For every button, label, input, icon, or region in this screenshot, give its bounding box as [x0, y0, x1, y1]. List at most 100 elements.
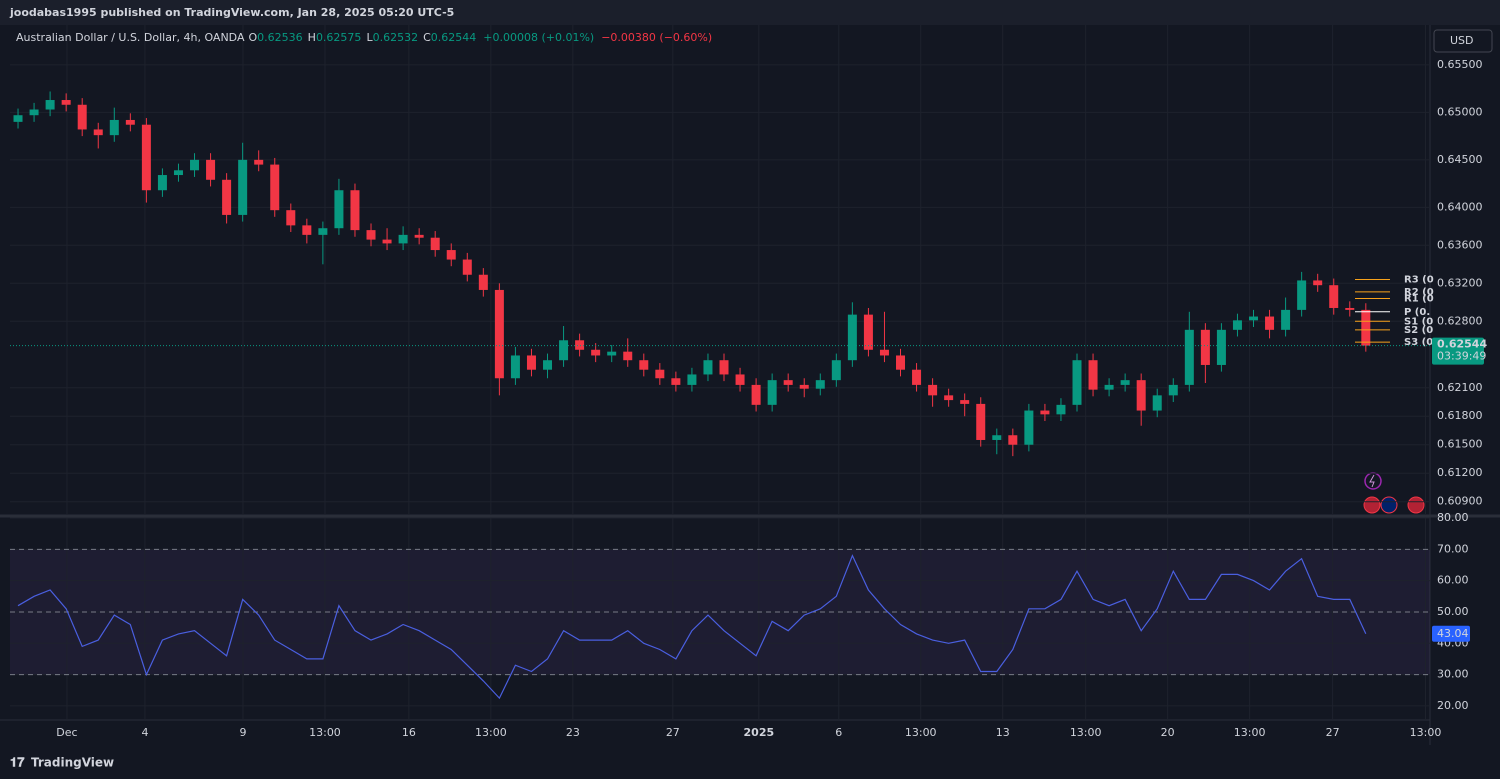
candle-body	[783, 380, 793, 385]
candle-body	[591, 349, 601, 356]
candle-body	[1345, 307, 1355, 310]
candle-body	[510, 355, 520, 379]
x-tick-label: 4	[141, 726, 148, 739]
pivot-label: S3 (0	[1404, 337, 1433, 348]
candle-body	[1024, 410, 1034, 445]
currency[interactable]: USD	[1450, 34, 1474, 47]
ohlc-value: 0.62544	[430, 31, 477, 44]
candle-body	[1361, 309, 1371, 346]
candle-body	[45, 100, 55, 110]
ohlc: O 0.62536 H 0.62575 L 0.62532 C 0.62544	[248, 31, 479, 44]
candle-body	[912, 369, 922, 385]
candle-body	[93, 129, 103, 136]
brand-logo: 𝟏𝟕	[10, 756, 25, 771]
x-tick-label: 20	[1161, 726, 1175, 739]
x-tick-label: 23	[566, 726, 580, 739]
candle-body	[222, 179, 232, 215]
candle-body	[607, 351, 617, 356]
candle-body	[992, 435, 1002, 440]
x-tick-label: 6	[835, 726, 842, 739]
x-tick-label: 13:00	[1234, 726, 1266, 739]
published-note: joodabas1995 published on TradingView.co…	[9, 6, 454, 19]
flag-icon[interactable]	[1363, 496, 1381, 514]
y-tick-label: 60.00	[1437, 574, 1469, 587]
candle-body	[815, 380, 825, 389]
pivot-label: R3 (0	[1404, 274, 1434, 285]
y-tick-label: 0.65000	[1437, 105, 1483, 118]
x-tick-label: 2025	[744, 726, 775, 739]
candle-body	[270, 164, 280, 211]
candle-body	[526, 355, 536, 370]
x-tick-label: Dec	[56, 726, 77, 739]
y-tick-label: 0.62800	[1437, 314, 1483, 327]
candle-body	[382, 239, 392, 244]
candle-body	[254, 159, 264, 165]
pivot-label: S1 (0	[1404, 316, 1433, 327]
y-tick-label: 0.63200	[1437, 276, 1483, 289]
candle-body	[446, 250, 456, 260]
candle-body	[1249, 316, 1259, 321]
flag-icon[interactable]	[1407, 496, 1425, 514]
candle-body	[655, 369, 665, 379]
candle-body	[944, 395, 954, 401]
currency-button[interactable]	[1433, 29, 1493, 53]
y-tick-label: 0.61200	[1437, 466, 1483, 479]
candle-body	[896, 355, 906, 370]
y-tick-label: 30.00	[1437, 668, 1469, 681]
flag-icon[interactable]	[1380, 496, 1398, 514]
candle-body	[125, 119, 135, 125]
y-tick-label: 50.00	[1437, 605, 1469, 618]
pivot-label: R2 (0	[1404, 287, 1434, 298]
x-tick-label: 13	[996, 726, 1010, 739]
candle-body	[13, 115, 23, 122]
symbol: Australian Dollar / U.S. Dollar, 4h, OAN…	[16, 31, 245, 44]
candle-body	[767, 380, 777, 405]
brand: 𝟏𝟕 TradingView	[10, 756, 114, 771]
candle-body	[1313, 280, 1323, 286]
candle-body	[173, 170, 183, 176]
candle-body	[623, 351, 633, 361]
candle-body	[863, 314, 873, 350]
candle-body	[671, 378, 681, 385]
candle-body	[366, 230, 376, 240]
candle-body	[334, 190, 344, 229]
candle-body	[1168, 384, 1178, 396]
x-tick-label: 13:00	[905, 726, 937, 739]
candle-body	[61, 100, 71, 105]
candle-body	[1329, 285, 1339, 308]
candle-body	[1072, 360, 1082, 405]
candle-body	[190, 159, 200, 171]
rsi-value-box	[1432, 625, 1470, 642]
symbol-legend: Australian Dollar / U.S. Dollar, 4h, OAN…	[16, 31, 712, 44]
candle-body	[1120, 380, 1130, 385]
candle-body	[960, 400, 970, 404]
y-tick-label: 0.64500	[1437, 153, 1483, 166]
ohlc-label: C	[423, 31, 431, 44]
candle-body	[1104, 384, 1114, 390]
candle-body	[1200, 329, 1210, 365]
candle-body	[430, 237, 440, 251]
candle-body	[1216, 329, 1226, 365]
candle-body	[109, 119, 119, 136]
rsi-value-label: 43.04	[1437, 627, 1469, 640]
candle-body	[238, 159, 248, 215]
candle-body	[735, 374, 745, 385]
candle-body	[494, 289, 504, 379]
candle-body	[1088, 360, 1098, 390]
y-tick-label: 0.61800	[1437, 409, 1483, 422]
candle-body	[1136, 380, 1146, 411]
candle-body	[879, 349, 889, 356]
candle-body	[559, 340, 569, 361]
x-tick-label: 16	[402, 726, 416, 739]
candle-body	[703, 360, 713, 375]
x-tick-label: 13:00	[475, 726, 507, 739]
y-tick-label: 0.65500	[1437, 58, 1483, 71]
candle-body	[1184, 329, 1194, 385]
ohlc-label: H	[307, 31, 316, 44]
y-tick-label: 0.61500	[1437, 438, 1483, 451]
x-tick-label: 9	[239, 726, 246, 739]
candle-body	[719, 360, 729, 375]
candle-body	[29, 109, 39, 116]
